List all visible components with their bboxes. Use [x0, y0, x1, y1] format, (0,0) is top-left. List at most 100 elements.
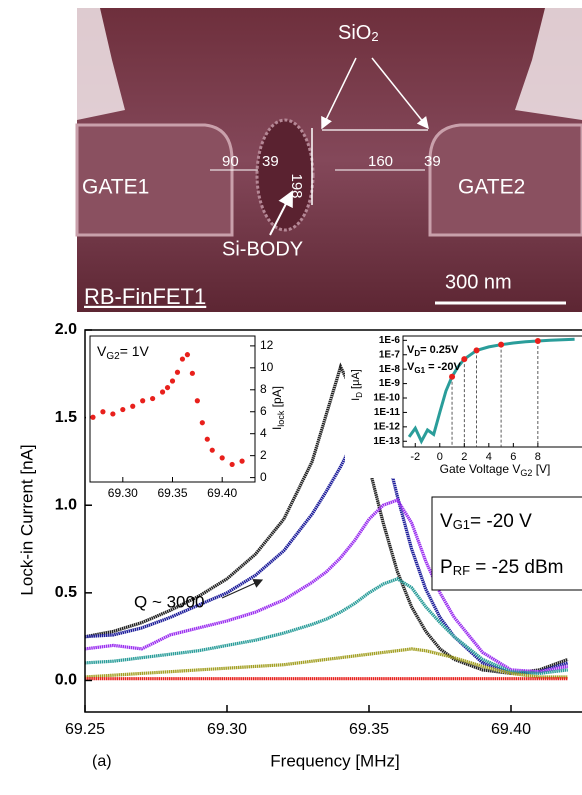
text-part: I — [350, 398, 362, 401]
x-tick-label: 69.40 — [207, 486, 237, 500]
subscript: D — [355, 392, 364, 398]
bright-edge — [515, 8, 582, 120]
x-tick-label: 69.25 — [65, 721, 105, 738]
text-part: [pA] — [270, 386, 284, 411]
x-tick-label: 69.30 — [207, 721, 247, 738]
point — [159, 389, 166, 395]
subscript: G1 — [414, 366, 425, 375]
y-axis-label: Ilock [pA] — [270, 386, 286, 430]
y-tick-label: 12 — [260, 338, 274, 352]
point — [110, 411, 116, 417]
series-line — [85, 647, 568, 679]
gate-label: GATE2 — [458, 176, 525, 199]
y-tick-label: 1E-7 — [379, 349, 401, 360]
y-tick-label: 1E-6 — [379, 335, 401, 346]
x-axis-label: Gate Voltage VG2 [V] — [440, 462, 551, 478]
text-part: I — [270, 427, 284, 430]
y-tick-label: 1E-9 — [379, 378, 401, 389]
scale-bar-label: 300 nm — [445, 271, 512, 293]
marker-point — [498, 341, 505, 348]
sample-label: RB-FinFET1 — [84, 284, 206, 309]
point — [100, 409, 106, 415]
gate-label: GATE1 — [82, 176, 149, 199]
text-part: [μA] — [350, 369, 362, 392]
bright-edge — [77, 8, 125, 120]
sem-image: SiO2 GATE1 GATE2 Si-BODY RB-FinFET1 300 … — [75, 8, 582, 312]
y-tick-label: 4 — [260, 426, 267, 440]
point — [204, 436, 210, 442]
subscript: D — [414, 349, 420, 358]
inset-plot — [407, 337, 575, 447]
x-tick-label: 0 — [437, 451, 443, 463]
x-tick-label: 69.40 — [491, 721, 531, 738]
y-tick-label: 1.5 — [55, 409, 77, 426]
point — [140, 398, 146, 404]
text-part: = -20V — [425, 361, 461, 373]
y-tick-label: 1.0 — [55, 496, 77, 513]
inset-background — [345, 331, 582, 478]
condition-label: VG1= -20 V — [440, 511, 532, 532]
subscript: G2 — [106, 351, 120, 362]
point — [150, 395, 156, 402]
series-line — [85, 498, 569, 674]
point — [184, 352, 191, 358]
x-tick-label: 8 — [535, 451, 541, 463]
annotation: VD= 0.25V — [407, 344, 459, 358]
series-line — [85, 577, 568, 676]
subscript: RF — [453, 563, 470, 578]
point — [169, 378, 176, 384]
point — [164, 384, 171, 391]
point — [194, 398, 200, 404]
point — [120, 406, 126, 413]
text-part: = 0.25V — [420, 344, 459, 356]
gate-shape — [75, 123, 234, 237]
annotation: VG1 = -20V — [407, 361, 461, 375]
y-tick-label: 2 — [260, 448, 267, 462]
condition-label: PRF = -25 dBm — [440, 557, 564, 578]
y-tick-label: 8 — [260, 382, 267, 396]
dimension-label: 90 — [222, 153, 239, 170]
annotation-arrow — [221, 579, 264, 599]
y-tick-label: 1E-12 — [373, 421, 400, 432]
body-label: Si-BODY — [222, 238, 303, 260]
x-tick-label: 69.35 — [157, 486, 187, 500]
subscript: lock — [276, 410, 286, 427]
y-tick-label: 1E-11 — [374, 407, 401, 418]
point — [130, 403, 136, 409]
subscript: 2 — [371, 29, 378, 44]
panel-label: (a) — [92, 753, 112, 770]
x-tick-label: 4 — [486, 451, 492, 463]
y-tick-label: 1E-10 — [373, 393, 400, 404]
text-part: = -20 V — [470, 511, 532, 532]
marker-point — [534, 337, 541, 344]
text-part: V — [97, 343, 107, 359]
arrow — [269, 190, 293, 236]
text-part: V — [407, 361, 415, 373]
text-part: P — [440, 557, 453, 578]
dimension-label: 198 — [288, 173, 305, 198]
text-part: = 1V — [120, 343, 150, 359]
y-axis-label: ID [μA] — [350, 369, 364, 401]
x-tick-label: 6 — [510, 451, 516, 463]
point — [209, 447, 215, 453]
marker-point — [473, 347, 480, 354]
text-part: V — [407, 344, 415, 356]
arrow — [321, 57, 357, 130]
point — [219, 455, 225, 461]
oxide-label: SiO2 — [338, 22, 379, 44]
point — [239, 458, 245, 464]
point — [174, 369, 181, 375]
y-tick-label: 2.0 — [55, 321, 77, 338]
marker-point — [449, 373, 456, 380]
text-part: [V] — [532, 462, 550, 476]
subscript: G1 — [453, 517, 470, 532]
y-tick-label: 10 — [260, 360, 274, 374]
y-tick-label: 0.5 — [55, 584, 77, 601]
y-tick-label: 1E-13 — [373, 436, 400, 447]
dimension-label: 160 — [368, 153, 393, 170]
text-part: V — [440, 511, 453, 532]
x-tick-label: 2 — [461, 451, 467, 463]
point — [199, 420, 205, 426]
text-part: Gate Voltage V — [440, 462, 521, 476]
